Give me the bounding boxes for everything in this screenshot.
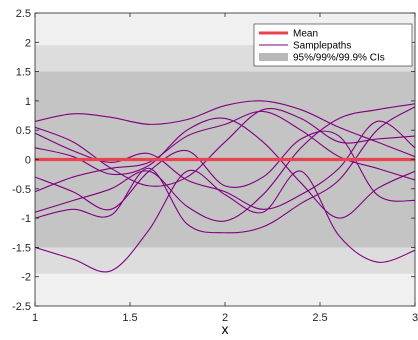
y-tick-label: -2.5 <box>12 301 31 313</box>
samplepath-line-1 <box>35 100 415 158</box>
samplepath-line-7 <box>35 130 415 211</box>
y-tick-label: 0 <box>25 155 31 167</box>
y-tick-label: 1.5 <box>16 67 31 79</box>
y-tick-label: -2 <box>21 272 31 284</box>
samplepaths <box>35 100 415 273</box>
y-tick-label: -0.5 <box>12 184 31 196</box>
legend-label-samplepaths: Samplepaths <box>293 41 351 52</box>
legend-label-cis: 95%/99%/99.9% CIs <box>293 53 385 64</box>
samplepath-line-6 <box>35 117 415 219</box>
samplepath-line-2 <box>35 169 415 273</box>
y-tick-label: 2.5 <box>16 8 31 20</box>
x-tick-label: 2 <box>222 312 228 324</box>
y-tick-label: 1 <box>25 96 31 108</box>
x-tick-label: 3 <box>412 312 418 324</box>
axes: 1 1.5 2 2.5 3 -2.5 -2 -1.5 -1 -0.5 0 0.5 1 1.5 2 2.5 x <box>12 8 418 337</box>
legend-swatch-cis <box>259 53 288 61</box>
y-tick-label: -1 <box>21 213 31 225</box>
y-tick-label: -1.5 <box>12 242 31 254</box>
x-axis-label: x <box>222 321 229 337</box>
samplepath-line-5 <box>35 103 415 222</box>
x-tick-label: 2.5 <box>312 312 327 324</box>
y-tick-label: 2 <box>25 37 31 49</box>
legend-label-mean: Mean <box>293 29 318 40</box>
samplepath-line-9 <box>35 106 415 234</box>
x-tick-label: 1 <box>32 312 38 324</box>
y-tick-label: 0.5 <box>16 125 31 137</box>
x-tick-label: 1.5 <box>122 312 137 324</box>
